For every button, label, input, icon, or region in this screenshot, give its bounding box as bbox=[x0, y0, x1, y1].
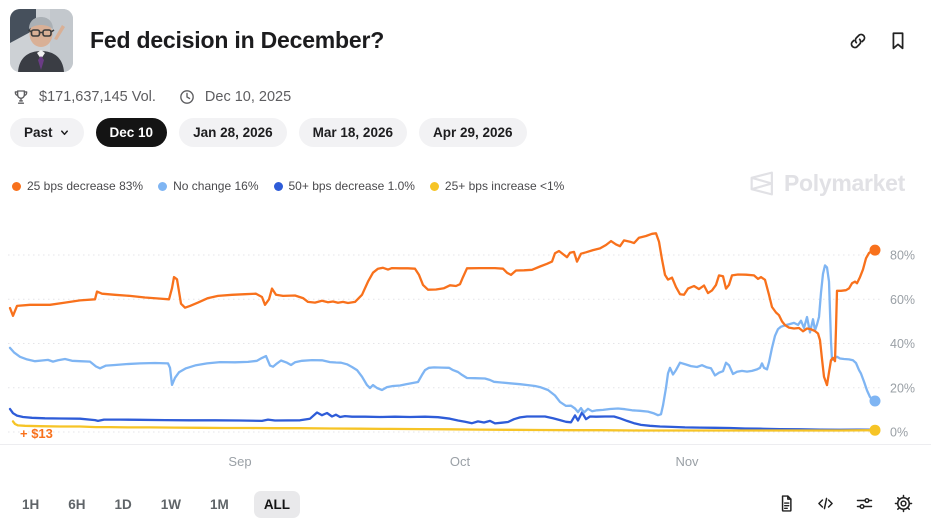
probability-chart[interactable]: 0% 20% 40% 60% 80% Sep Oct Nov + $13 bbox=[0, 222, 931, 470]
bookmark-icon bbox=[892, 32, 904, 50]
polymarket-logo-icon bbox=[750, 171, 773, 196]
market-avatar bbox=[10, 9, 73, 72]
sliders-icon bbox=[856, 497, 873, 509]
svg-text:Nov: Nov bbox=[675, 454, 699, 469]
legend-dot-icon bbox=[158, 181, 168, 191]
svg-text:Sep: Sep bbox=[228, 454, 251, 469]
powell-photo-placeholder bbox=[10, 9, 73, 72]
legend-label: 25 bps decrease 83% bbox=[27, 179, 144, 193]
range-1h[interactable]: 1H bbox=[18, 491, 43, 518]
legend-item-50bps-decrease[interactable]: 50+ bps decrease 1.0% bbox=[273, 179, 415, 193]
range-1m[interactable]: 1M bbox=[206, 491, 233, 518]
document-button[interactable] bbox=[776, 492, 798, 514]
svg-text:0%: 0% bbox=[890, 426, 908, 440]
tab-mar-18-2026[interactable]: Mar 18, 2026 bbox=[298, 118, 407, 147]
tab-apr-29-2026[interactable]: Apr 29, 2026 bbox=[418, 118, 527, 147]
code-icon bbox=[818, 497, 833, 509]
page-title: Fed decision in December? bbox=[90, 27, 385, 53]
tab-dec-10-label: Dec 10 bbox=[109, 125, 154, 140]
probability-chart-svg: 0% 20% 40% 60% 80% Sep Oct Nov bbox=[0, 232, 931, 469]
pnl-annotation: + $13 bbox=[20, 426, 53, 441]
chart-footer: 1H 6H 1D 1W 1M ALL bbox=[0, 486, 931, 523]
legend-item-no-change[interactable]: No change 16% bbox=[158, 179, 259, 193]
range-1d[interactable]: 1D bbox=[111, 491, 136, 518]
gear-icon bbox=[894, 494, 913, 512]
chevron-down-icon bbox=[60, 130, 68, 136]
polymarket-watermark: Polymarket bbox=[747, 169, 905, 198]
legend-item-25bps-decrease[interactable]: 25 bps decrease 83% bbox=[12, 179, 143, 193]
embed-button[interactable] bbox=[815, 492, 837, 514]
tab-dec-10[interactable]: Dec 10 bbox=[95, 118, 168, 147]
link-icon bbox=[850, 33, 866, 49]
end-date-text: Dec 10, 2025 bbox=[204, 89, 292, 105]
svg-text:60%: 60% bbox=[890, 293, 915, 307]
svg-text:20%: 20% bbox=[890, 381, 915, 395]
legend-dot-icon bbox=[429, 181, 439, 191]
svg-text:80%: 80% bbox=[890, 249, 915, 263]
bookmark-button[interactable] bbox=[887, 30, 909, 52]
document-icon bbox=[781, 494, 792, 512]
time-range-selector: 1H 6H 1D 1W 1M ALL bbox=[18, 491, 301, 518]
event-tabs: Past Dec 10 Jan 28, 2026 Mar 18, 2026 Ap… bbox=[10, 118, 527, 147]
chart-tools bbox=[776, 492, 915, 514]
legend-label: 25+ bps increase <1% bbox=[444, 179, 565, 193]
tab-mar-18-2026-label: Mar 18, 2026 bbox=[312, 125, 393, 140]
legend-label: 50+ bps decrease 1.0% bbox=[288, 179, 415, 193]
trophy-icon bbox=[14, 90, 28, 104]
copy-link-button[interactable] bbox=[847, 30, 869, 52]
svg-text:Oct: Oct bbox=[450, 454, 471, 469]
legend-label: No change 16% bbox=[173, 179, 259, 193]
range-all[interactable]: ALL bbox=[253, 491, 301, 518]
market-meta: $171,637,145 Vol. Dec 10, 2025 bbox=[12, 88, 291, 106]
clock-icon bbox=[180, 90, 194, 104]
tab-past[interactable]: Past bbox=[10, 118, 84, 147]
tab-jan-28-2026-label: Jan 28, 2026 bbox=[193, 125, 273, 140]
header-actions bbox=[847, 30, 909, 52]
range-6h[interactable]: 6H bbox=[64, 491, 89, 518]
legend-dot-icon bbox=[273, 181, 283, 191]
range-1w[interactable]: 1W bbox=[157, 491, 185, 518]
settings-button[interactable] bbox=[893, 492, 915, 514]
tab-apr-29-2026-label: Apr 29, 2026 bbox=[432, 125, 513, 140]
chart-settings-button[interactable] bbox=[854, 492, 876, 514]
chart-legend: 25 bps decrease 83% No change 16% 50+ bp… bbox=[12, 179, 564, 193]
volume-text: $171,637,145 Vol. bbox=[39, 89, 156, 105]
legend-item-25bps-increase[interactable]: 25+ bps increase <1% bbox=[429, 179, 565, 193]
tab-jan-28-2026[interactable]: Jan 28, 2026 bbox=[179, 118, 287, 147]
legend-dot-icon bbox=[12, 181, 21, 191]
tab-past-label: Past bbox=[24, 125, 53, 140]
svg-text:40%: 40% bbox=[890, 337, 915, 351]
polymarket-watermark-text: Polymarket bbox=[783, 170, 905, 196]
